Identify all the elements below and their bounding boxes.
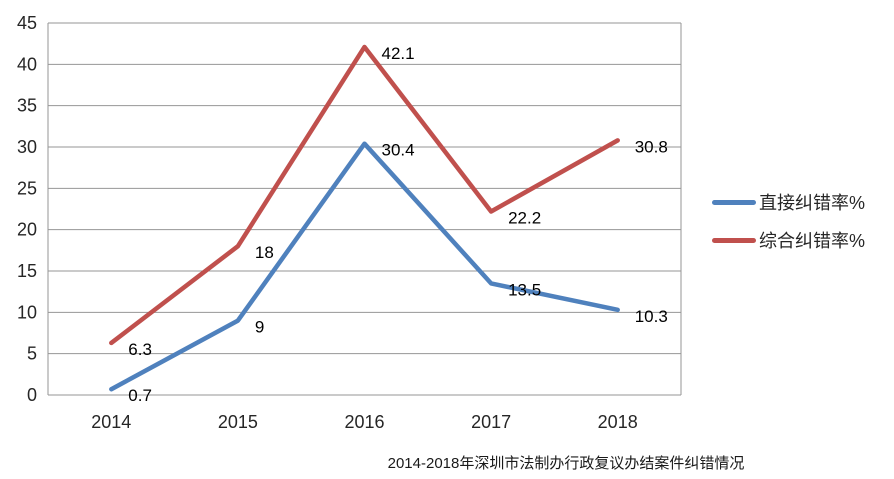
- data-label: 18: [255, 243, 274, 262]
- y-tick-label: 10: [17, 302, 37, 322]
- y-tick-label: 25: [17, 178, 37, 198]
- data-label: 13.5: [508, 280, 541, 299]
- legend-line-swatch-red: [712, 237, 756, 243]
- legend-item-combined-rate: 综合纠错率%: [712, 228, 865, 252]
- series-line-0: [109, 141, 620, 392]
- x-tick-label: 2015: [218, 412, 258, 432]
- data-label: 30.8: [635, 137, 668, 156]
- y-tick-label: 45: [17, 13, 37, 33]
- series-line-1: [109, 44, 620, 346]
- y-tick-label: 35: [17, 96, 37, 116]
- y-tick-label: 40: [17, 54, 37, 74]
- data-label: 22.2: [508, 208, 541, 227]
- data-label: 9: [255, 318, 264, 337]
- data-label: 30.4: [382, 141, 415, 160]
- y-tick-label: 5: [27, 344, 37, 364]
- y-tick-label: 0: [27, 385, 37, 405]
- legend: 直接纠错率% 综合纠错率%: [712, 190, 865, 252]
- x-tick-label: 2018: [598, 412, 638, 432]
- y-tick-label: 20: [17, 220, 37, 240]
- data-label: 0.7: [128, 386, 152, 405]
- legend-label-direct-rate: 直接纠错率%: [759, 193, 866, 213]
- y-tick-label: 15: [17, 261, 37, 281]
- y-tick-label: 30: [17, 137, 37, 157]
- chart-title: 2014-2018年深圳市法制办行政复议办结案件纠错情况: [387, 455, 745, 472]
- data-label: 6.3: [128, 340, 152, 359]
- legend-item-direct-rate: 直接纠错率%: [712, 190, 865, 214]
- x-tick-label: 2014: [91, 412, 131, 432]
- x-tick-label: 2016: [344, 412, 384, 432]
- data-label: 10.3: [635, 307, 668, 326]
- legend-line-swatch-blue: [712, 199, 756, 205]
- data-label: 42.1: [382, 44, 415, 63]
- legend-label-combined-rate: 综合纠错率%: [759, 231, 866, 251]
- x-tick-label: 2017: [471, 412, 511, 432]
